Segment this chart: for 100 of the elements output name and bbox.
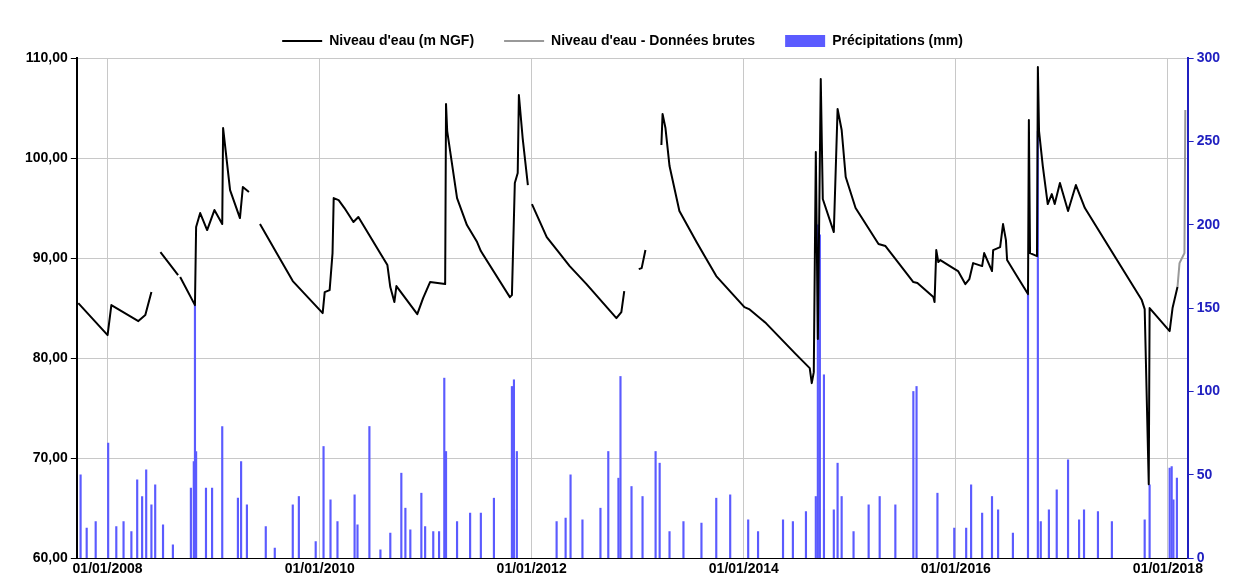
bar xyxy=(682,521,685,559)
bar xyxy=(1082,509,1086,559)
bar xyxy=(1026,292,1030,559)
x-tick-label: 01/01/2016 xyxy=(920,560,991,577)
bar xyxy=(970,484,973,559)
bar xyxy=(379,549,382,559)
bar xyxy=(756,531,760,559)
bar xyxy=(240,461,243,559)
bar xyxy=(420,492,423,559)
bar xyxy=(1175,477,1178,559)
bar xyxy=(1066,459,1070,559)
bar xyxy=(836,462,839,559)
y-tick-label: 100,00 xyxy=(24,148,69,165)
bar xyxy=(607,451,610,559)
bar xyxy=(867,504,870,559)
bar xyxy=(715,497,718,559)
bar xyxy=(211,487,214,559)
bar xyxy=(658,462,661,559)
bar xyxy=(204,487,208,559)
legend-label: Précipitations (mm) xyxy=(832,31,963,48)
bar xyxy=(1110,521,1113,559)
bar xyxy=(599,507,602,559)
bar xyxy=(840,496,843,559)
bar xyxy=(915,386,918,559)
bar xyxy=(700,522,703,559)
bar xyxy=(161,524,165,559)
y2-tick-label: 50 xyxy=(1196,465,1213,482)
bar xyxy=(965,527,968,559)
bar xyxy=(443,377,446,559)
bar xyxy=(404,507,407,559)
bar xyxy=(619,376,622,559)
bar xyxy=(221,426,224,559)
bar xyxy=(154,484,157,559)
bar xyxy=(804,511,808,559)
bar xyxy=(1047,509,1050,559)
y-tick-label: 90,00 xyxy=(32,248,69,265)
y2-tick-label: 250 xyxy=(1196,132,1221,149)
bar xyxy=(130,531,133,559)
legend-label: Niveau d'eau (m NGF) xyxy=(329,31,475,48)
bar xyxy=(336,521,339,559)
bar xyxy=(1078,519,1081,559)
bar xyxy=(936,492,939,559)
bar xyxy=(322,446,325,559)
bar xyxy=(469,512,472,559)
bar xyxy=(1096,511,1100,559)
bar xyxy=(791,521,794,559)
bar xyxy=(150,504,153,559)
bar xyxy=(832,509,835,559)
x-tick-label: 01/01/2012 xyxy=(496,560,567,577)
bar xyxy=(981,512,984,559)
bar xyxy=(264,526,267,559)
y-tick-label: 110,00 xyxy=(25,48,69,65)
bar xyxy=(368,426,371,559)
y2-tick-label: 300 xyxy=(1196,48,1221,65)
bar xyxy=(641,496,644,559)
y-tick-label: 60,00 xyxy=(32,549,69,566)
bar xyxy=(668,531,671,559)
bar xyxy=(141,496,144,559)
bar xyxy=(314,541,317,559)
bar xyxy=(729,494,732,559)
bar xyxy=(400,472,403,559)
bar xyxy=(353,494,356,559)
bar xyxy=(1143,519,1146,559)
bar xyxy=(409,529,412,559)
bar xyxy=(555,521,558,559)
bar xyxy=(630,486,633,559)
y2-tick-label: 200 xyxy=(1196,215,1221,232)
bar xyxy=(171,544,174,559)
bar xyxy=(245,504,248,559)
x-tick-label: 01/01/2008 xyxy=(72,560,143,577)
bar xyxy=(953,527,956,559)
bar xyxy=(273,547,276,559)
y-tick-label: 80,00 xyxy=(32,348,69,365)
y2-tick-label: 100 xyxy=(1196,382,1221,399)
bar xyxy=(479,512,482,559)
bar xyxy=(329,499,332,559)
bar xyxy=(389,532,392,559)
bar xyxy=(94,521,97,559)
bar xyxy=(122,521,125,559)
bar xyxy=(747,519,750,559)
bar xyxy=(432,531,435,559)
y-tick-label: 70,00 xyxy=(32,449,69,466)
x-tick-label: 01/01/2014 xyxy=(708,560,780,577)
bar xyxy=(564,517,567,559)
bar xyxy=(878,496,881,559)
bar xyxy=(297,496,300,559)
bar xyxy=(1148,484,1151,559)
bar xyxy=(1011,532,1014,559)
bar xyxy=(145,469,148,559)
bar xyxy=(136,479,139,559)
bar xyxy=(990,496,994,559)
bar xyxy=(437,531,441,559)
bar xyxy=(997,509,1000,559)
bar xyxy=(581,519,584,559)
bar xyxy=(569,474,572,559)
bar xyxy=(115,526,118,559)
bar xyxy=(455,521,459,559)
bar xyxy=(1055,489,1058,559)
bar xyxy=(894,504,897,559)
legend-label: Niveau d'eau - Données brutes xyxy=(551,31,756,48)
